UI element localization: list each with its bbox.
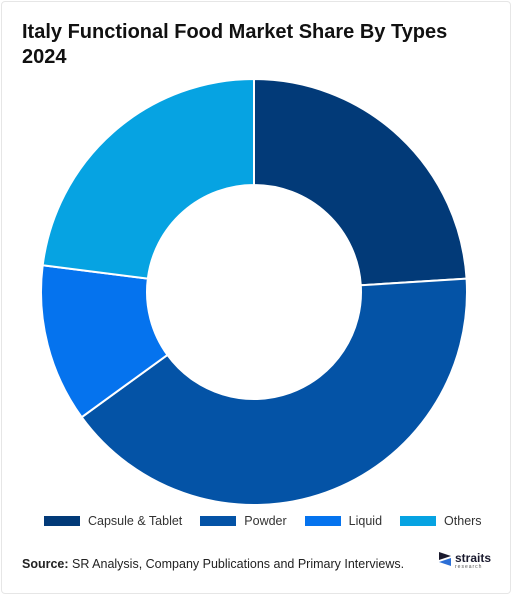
slice-powder xyxy=(80,277,468,506)
source-text: SR Analysis, Company Publications and Pr… xyxy=(68,557,405,571)
logo-subtitle: research xyxy=(455,564,483,570)
straits-research-logo: straits research xyxy=(437,550,497,576)
legend-swatch xyxy=(400,516,437,526)
legend-label: Liquid xyxy=(348,514,383,528)
legend-item-capsule-tablet: Capsule & Tablet xyxy=(44,514,182,528)
slice-capsule-tablet xyxy=(253,77,468,287)
chart-title: Italy Functional Food Market Share By Ty… xyxy=(22,21,448,68)
legend-swatch xyxy=(200,516,237,526)
source-note: Source: SR Analysis, Company Publication… xyxy=(22,557,404,571)
source-label: Source: xyxy=(22,557,69,571)
logo-wordmark: straits xyxy=(455,551,492,565)
legend-label: Powder xyxy=(244,514,287,528)
slice-others xyxy=(41,77,255,280)
legend-label: Capsule & Tablet xyxy=(88,514,183,528)
straits-logo-icon xyxy=(439,552,451,566)
chart-legend: Capsule & Tablet Powder Liquid Others xyxy=(44,514,500,528)
legend-swatch xyxy=(44,516,80,526)
legend-item-others: Others xyxy=(400,514,482,528)
legend-swatch xyxy=(304,516,341,526)
legend-label: Others xyxy=(444,514,482,528)
legend-item-powder: Powder xyxy=(200,514,287,528)
legend-item-liquid: Liquid xyxy=(304,514,383,528)
donut-slices xyxy=(40,77,468,506)
